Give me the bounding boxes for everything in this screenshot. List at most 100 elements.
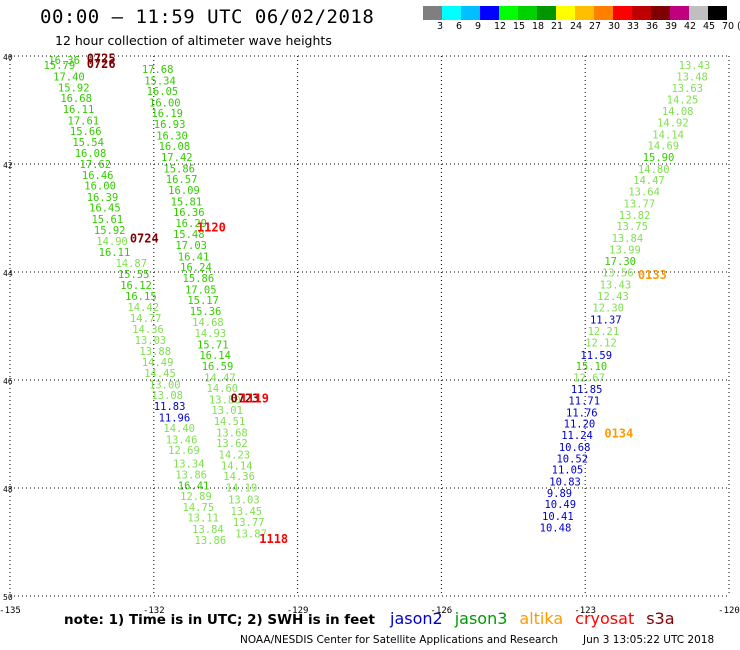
wave-height-value: 11.20: [564, 419, 596, 431]
color-swatch: [423, 6, 442, 20]
wave-height-value: 13.82: [619, 210, 651, 222]
wave-height-value: 13.80: [209, 394, 241, 406]
wave-height-value: 16.59: [202, 361, 234, 373]
wave-height-value: 17.62: [80, 159, 112, 171]
wave-height-value: 14.87: [115, 258, 147, 270]
color-scale-label: 21: [551, 21, 564, 32]
color-scale-label: 18: [532, 21, 545, 32]
wave-height-value: 13.48: [676, 72, 708, 84]
wave-height-value: 13.03: [135, 335, 167, 347]
wave-height-value: 14.25: [667, 95, 699, 107]
wave-height-value: 13.87: [235, 528, 267, 540]
color-swatch: [442, 6, 461, 20]
wave-height-value: 13.34: [173, 459, 205, 471]
wave-height-value: 15.92: [58, 82, 90, 94]
wave-height-value: 10.52: [556, 453, 588, 465]
wave-height-value: 13.03: [228, 494, 260, 506]
wave-height-value: 16.36: [173, 207, 205, 219]
wave-height-value: 14.93: [195, 328, 227, 340]
wave-height-value: 14.36: [223, 471, 255, 483]
wave-height-value: 13.43: [600, 279, 632, 291]
x-tick-label: -120: [718, 606, 740, 616]
wave-height-value: 13.84: [612, 233, 644, 245]
wave-height-value: 16.29: [175, 218, 207, 230]
wave-height-value: 10.83: [549, 477, 581, 489]
wave-height-value: 16.30: [156, 130, 188, 142]
wave-height-value: 12.43: [597, 291, 629, 303]
y-tick-label: 50: [3, 593, 13, 602]
wave-height-value: 11.24: [561, 430, 593, 442]
wave-height-value: 14.36: [132, 324, 164, 336]
pass-time-label: 0726: [87, 57, 116, 71]
wave-height-value: 12.69: [168, 445, 200, 457]
wave-height-value: 12.21: [588, 326, 620, 338]
wave-height-value: 14.08: [662, 106, 694, 118]
color-scale-label: 6: [456, 21, 463, 32]
wave-height-value: 11.37: [590, 315, 622, 327]
wave-height-value: 16.11: [99, 247, 131, 259]
wave-height-value: 15.86: [183, 273, 215, 285]
color-scale-label: 3: [437, 21, 444, 32]
wave-height-value: 16.57: [166, 174, 198, 186]
wave-height-value: 14.45: [144, 368, 176, 380]
wave-height-value: 17.03: [175, 240, 207, 252]
wave-height-value: 14.14: [221, 460, 253, 472]
wave-height-value: 11.71: [568, 396, 600, 408]
color-swatch: [708, 6, 727, 20]
wave-height-value: 14.40: [163, 423, 195, 435]
wave-height-value: 16.46: [82, 170, 114, 182]
wave-height-value: 15.34: [144, 75, 176, 87]
wave-height-value: 11.05: [552, 465, 584, 477]
wave-height-value: 14.60: [207, 383, 239, 395]
wave-height-value: 12.30: [592, 303, 624, 315]
color-scale-label: 39: [665, 21, 678, 32]
wave-height-value: 17.68: [142, 64, 174, 76]
wave-height-value: 16.41: [178, 251, 210, 263]
y-tick-label: 46: [3, 377, 13, 386]
color-scale-label: 24: [570, 21, 583, 32]
wave-height-value: 16.93: [154, 119, 186, 131]
legend-entry: cryosat: [575, 609, 635, 628]
wave-height-value: 15.90: [643, 152, 675, 164]
color-scale-label: 27: [589, 21, 602, 32]
x-tick-label: -129: [287, 606, 309, 616]
wave-height-value: 15.36: [190, 306, 222, 318]
color-swatch: [537, 6, 556, 20]
wave-height-value: 16.41: [178, 480, 210, 492]
color-swatch: [461, 6, 480, 20]
x-tick-label: -135: [0, 606, 21, 616]
wave-height-value: 14.92: [657, 117, 689, 129]
color-swatch: [632, 6, 651, 20]
wave-height-value: 17.40: [53, 72, 85, 84]
wave-height-value: 16.12: [120, 280, 152, 292]
wave-height-value: 13.86: [195, 535, 227, 547]
wave-height-value: 15.10: [576, 361, 608, 373]
wave-height-value: 14.23: [219, 450, 251, 462]
wave-height-value: 15.81: [171, 196, 203, 208]
wave-height-value: 16.15: [125, 291, 157, 303]
wave-height-value: 13.43: [679, 60, 711, 72]
wave-height-value: 13.00: [149, 379, 181, 391]
generated-timestamp: Jun 3 13:05:22 UTC 2018: [583, 634, 715, 646]
x-tick-label: -132: [143, 606, 165, 616]
pass-time-label: 0723: [230, 391, 259, 405]
wave-height-value: 10.48: [540, 522, 572, 534]
units-note: note: 1) Time is in UTC; 2) SWH is in fe…: [64, 612, 375, 628]
wave-height-value: 13.68: [216, 427, 248, 439]
color-scale-label: 9: [475, 21, 482, 32]
wave-height-value: 13.46: [166, 434, 198, 446]
x-tick-label: -126: [431, 606, 453, 616]
wave-height-value: 16.24: [180, 262, 212, 274]
wave-height-value: 13.86: [175, 470, 207, 482]
wave-height-value: 14.14: [652, 129, 684, 141]
wave-height-value: 13.75: [616, 221, 648, 233]
color-scale-label: 45: [703, 21, 716, 32]
pass-time-label: 1120: [197, 221, 226, 235]
wave-height-value: 17.30: [604, 256, 636, 268]
wave-height-value: 12.12: [585, 338, 617, 350]
wave-height-value: 14.75: [183, 502, 215, 514]
chart-subtitle: 12 hour collection of altimeter wave hei…: [55, 33, 332, 48]
wave-height-value: 14.47: [204, 372, 236, 384]
